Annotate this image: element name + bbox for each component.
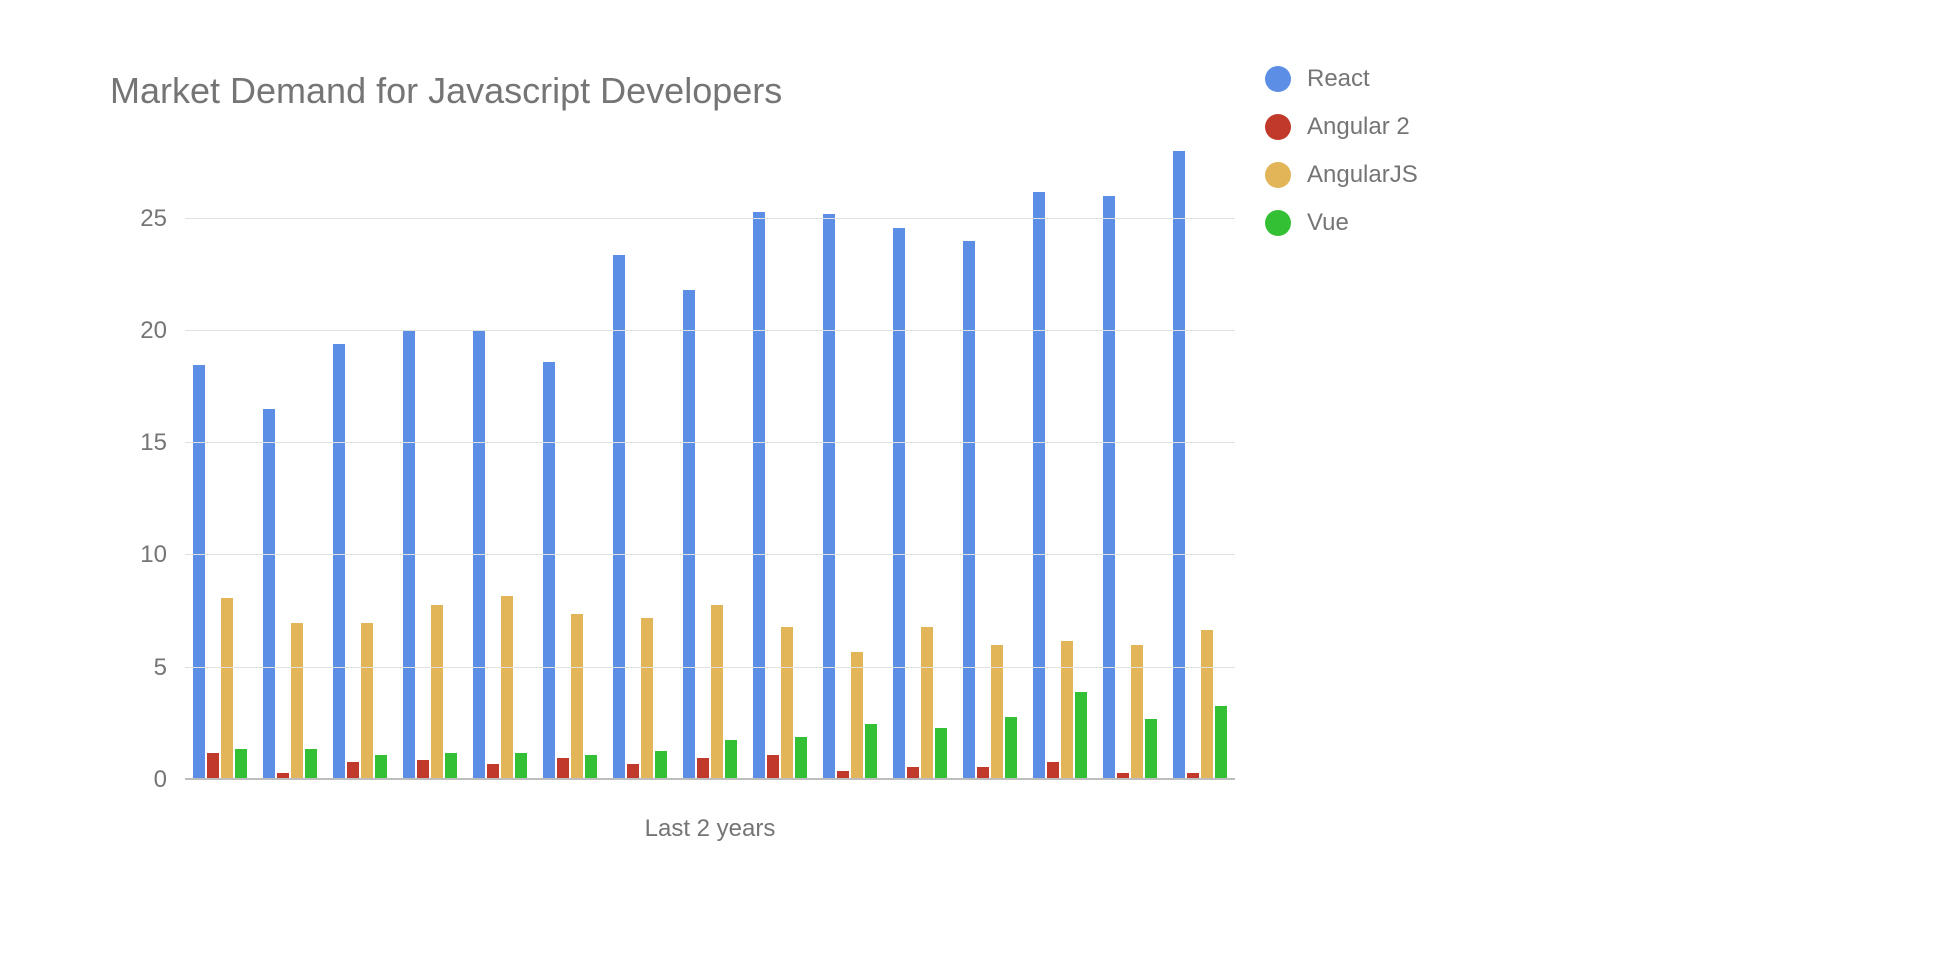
y-tick-label: 15 — [140, 429, 167, 457]
bar-react — [333, 344, 345, 780]
bar-react — [613, 255, 625, 780]
bar-react — [543, 362, 555, 780]
bar-react — [753, 212, 765, 780]
bar-angularjs — [711, 605, 723, 780]
legend-label-react: React — [1307, 65, 1370, 93]
legend-swatch-react — [1265, 66, 1291, 92]
bar-angularjs — [1131, 645, 1143, 780]
bar-react — [263, 409, 275, 780]
bar-vue — [725, 740, 737, 780]
bar-vue — [585, 755, 597, 780]
bar-vue — [795, 737, 807, 780]
legend-label-vue: Vue — [1307, 209, 1349, 237]
bar-angularjs — [851, 652, 863, 780]
legend-label-angularjs: AngularJS — [1307, 161, 1418, 189]
bar-vue — [1145, 719, 1157, 780]
bar-angularjs — [781, 627, 793, 780]
legend-item-vue: Vue — [1265, 209, 1418, 237]
bar-angularjs — [1201, 630, 1213, 780]
legend-swatch-vue — [1265, 210, 1291, 236]
bars-container — [185, 140, 1235, 780]
bar-angularjs — [291, 623, 303, 780]
bar-vue — [445, 753, 457, 780]
bar-angularjs — [1061, 641, 1073, 780]
gridline — [185, 667, 1235, 668]
bar-angularjs — [641, 618, 653, 780]
chart-title: Market Demand for Javascript Developers — [110, 70, 782, 112]
legend-swatch-angularjs — [1265, 162, 1291, 188]
bar-angular-2 — [767, 755, 779, 780]
baseline — [185, 778, 1235, 780]
bar-react — [683, 290, 695, 780]
gridline — [185, 442, 1235, 443]
bar-react — [1033, 192, 1045, 780]
gridline — [185, 330, 1235, 331]
legend-label-angular2: Angular 2 — [1307, 113, 1410, 141]
bar-vue — [305, 749, 317, 780]
bar-angularjs — [991, 645, 1003, 780]
bar-angular-2 — [417, 760, 429, 780]
bar-vue — [375, 755, 387, 780]
legend-item-angularjs: AngularJS — [1265, 161, 1418, 189]
bar-vue — [235, 749, 247, 780]
bar-angularjs — [921, 627, 933, 780]
gridline — [185, 554, 1235, 555]
chart-page: Market Demand for Javascript Developers … — [0, 0, 1949, 963]
bar-react — [1103, 196, 1115, 780]
bar-angularjs — [361, 623, 373, 780]
bar-vue — [865, 724, 877, 780]
bar-angularjs — [431, 605, 443, 780]
bar-vue — [1005, 717, 1017, 780]
y-tick-label: 0 — [154, 766, 167, 794]
gridline — [185, 218, 1235, 219]
legend-item-react: React — [1265, 65, 1418, 93]
bar-angular-2 — [207, 753, 219, 780]
y-tick-label: 25 — [140, 205, 167, 233]
bar-angularjs — [501, 596, 513, 780]
bar-angular-2 — [557, 758, 569, 780]
bar-angular-2 — [697, 758, 709, 780]
x-axis-label: Last 2 years — [185, 815, 1235, 843]
bar-react — [893, 228, 905, 780]
bar-vue — [935, 728, 947, 780]
y-tick-label: 20 — [140, 317, 167, 345]
bar-angularjs — [571, 614, 583, 780]
bar-vue — [1215, 706, 1227, 780]
bar-vue — [1075, 692, 1087, 780]
y-tick-label: 10 — [140, 541, 167, 569]
bar-vue — [515, 753, 527, 780]
legend-item-angular2: Angular 2 — [1265, 113, 1418, 141]
bar-react — [823, 214, 835, 780]
y-tick-label: 5 — [154, 654, 167, 682]
plot-area: 0510152025 — [185, 140, 1235, 780]
legend-swatch-angular2 — [1265, 114, 1291, 140]
bar-react — [193, 365, 205, 780]
legend: React Angular 2 AngularJS Vue — [1265, 65, 1418, 257]
bar-react — [1173, 151, 1185, 780]
bar-react — [963, 241, 975, 780]
bar-vue — [655, 751, 667, 780]
bar-angularjs — [221, 598, 233, 780]
